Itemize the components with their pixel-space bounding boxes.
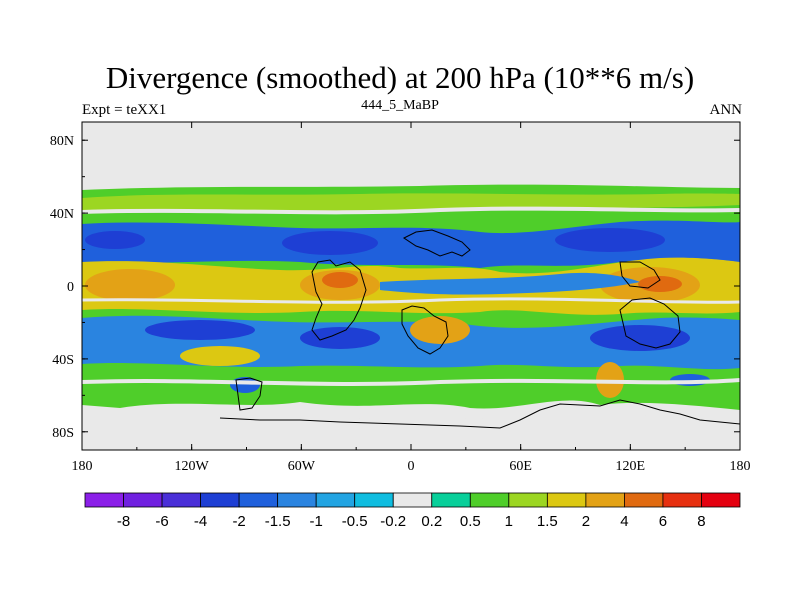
case-label: 444_5_MaBP <box>361 98 439 113</box>
equatorial-blue-streak <box>380 272 640 295</box>
colorbar-label: -2 <box>232 513 245 530</box>
south-deep-blue-2 <box>300 327 380 349</box>
colorbar-label: 8 <box>697 513 705 530</box>
colorbar-label: 1.5 <box>537 513 558 530</box>
colorbar-label: -1 <box>310 513 323 530</box>
south-tip-coast <box>235 377 263 411</box>
y-tick-label: 80S <box>52 426 74 441</box>
warm-core-1 <box>85 269 175 301</box>
colorbar-label: 4 <box>620 513 628 530</box>
x-tick-label: 0 <box>408 459 415 474</box>
colorbar-label: -0.5 <box>342 513 368 530</box>
north-deep-blue-3 <box>85 231 145 249</box>
colorbar-label: 0.2 <box>421 513 442 530</box>
gap-streak-2 <box>82 297 740 304</box>
antarctica-outline <box>219 399 741 429</box>
colorbar-label: -6 <box>155 513 168 530</box>
colorbar-swatch <box>123 492 163 508</box>
hot-core-1 <box>322 272 358 288</box>
south-deep-blue-3 <box>590 325 690 351</box>
maritime-continent-outline <box>619 261 661 289</box>
season-label: ANN <box>709 102 743 118</box>
continent-outlines <box>219 229 741 429</box>
x-tick-label: 180 <box>730 459 751 474</box>
colorbar-label: -4 <box>194 513 207 530</box>
australia-outline <box>619 297 681 349</box>
chart-title: Divergence (smoothed) at 200 hPa (10**6 … <box>105 60 695 95</box>
south-warm-2 <box>410 316 470 344</box>
colorbar-label: 6 <box>659 513 667 530</box>
colorbar: -8 -6 -4 -2 -1.5 -1 -0.5 -0.2 0.2 0.5 1 1.5 2 4 6 8 <box>84 492 741 530</box>
north-deep-blue-1 <box>282 231 378 255</box>
north-deep-blue-2 <box>555 228 665 252</box>
colorbar-swatch <box>354 492 394 508</box>
colorbar-label: 0.5 <box>460 513 481 530</box>
x-tick-label: 60W <box>288 459 316 474</box>
colorbar-swatch <box>84 492 124 508</box>
y-tick-label: 0 <box>67 280 74 295</box>
colorbar-swatch <box>469 492 510 508</box>
southern-ring <box>82 415 740 450</box>
colorbar-swatch <box>585 492 625 508</box>
y-tick-label: 80N <box>50 134 74 149</box>
x-tick-label: 60E <box>509 459 532 474</box>
colorbar-swatch <box>662 492 702 508</box>
x-tick-label: 120W <box>175 459 210 474</box>
colorbar-swatch <box>392 492 433 508</box>
colorbar-swatch <box>277 492 317 508</box>
africa-outline <box>401 305 449 355</box>
colorbar-label: -0.2 <box>380 513 406 530</box>
gap-streak-3 <box>82 378 740 386</box>
europe-coast <box>403 229 471 257</box>
colorbar-swatch <box>546 492 587 508</box>
hot-core-2 <box>638 276 682 292</box>
south-deep-blue-1 <box>145 320 255 340</box>
gap-streak-1 <box>82 206 740 215</box>
x-axis: 180 120W 60W 0 60E 120E 180 <box>72 122 751 474</box>
colorbar-label: 2 <box>582 513 590 530</box>
field-layer <box>82 122 740 450</box>
colorbar-swatch <box>161 492 201 508</box>
colorbar-swatch <box>624 492 664 508</box>
colorbar-label: 1 <box>505 513 513 530</box>
colorbar-swatch <box>238 492 279 508</box>
colorbar-swatch <box>508 492 548 508</box>
colorbar-swatch <box>315 492 356 508</box>
x-tick-label: 120E <box>616 459 646 474</box>
experiment-label: Expt = teXX1 <box>82 102 167 118</box>
south-america-outline <box>311 259 367 341</box>
x-tick-label: 180 <box>72 459 93 474</box>
y-axis: 80N 40N 0 40S 80S <box>50 134 740 441</box>
colorbar-swatch <box>200 492 240 508</box>
colorbar-swatch <box>701 492 741 508</box>
colorbar-swatch <box>431 492 471 508</box>
colorbar-label: -1.5 <box>265 513 291 530</box>
y-tick-label: 40N <box>50 207 74 222</box>
colorbar-label: -8 <box>117 513 130 530</box>
south-warm-1 <box>180 346 260 366</box>
y-tick-label: 40S <box>52 353 74 368</box>
